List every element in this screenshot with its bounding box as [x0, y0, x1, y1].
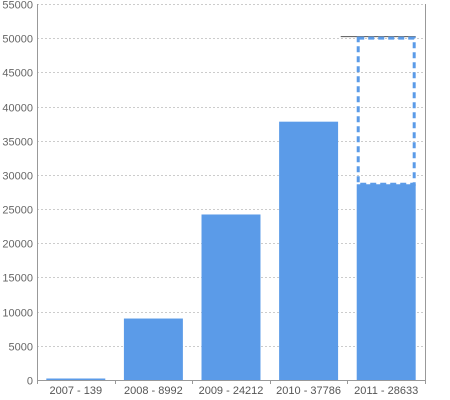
projection-overlay	[340, 36, 416, 186]
x-tick-label: 2008 - 8992	[124, 385, 183, 397]
axes	[37, 4, 426, 384]
bars	[46, 121, 416, 381]
y-tick-label: 20000	[2, 239, 33, 251]
y-tick-label: 15000	[2, 273, 33, 285]
bar-4[interactable]	[279, 121, 339, 381]
y-tick-label: 40000	[2, 103, 33, 115]
y-tick-label: 45000	[2, 68, 33, 80]
y-tick-label: 25000	[2, 205, 33, 217]
bar-1[interactable]	[46, 378, 106, 381]
y-tick-label: 30000	[2, 171, 33, 183]
y-tick-labels: 0 5000 10000 15000 20000 25000 30000 35000 40000…	[2, 0, 33, 388]
gridlines	[37, 4, 425, 347]
y-tick-label: 35000	[2, 137, 33, 149]
y-tick-label: 0	[27, 376, 33, 388]
bar-2[interactable]	[123, 318, 183, 380]
x-tick-label: 2009 - 24212	[199, 385, 264, 397]
x-tick-labels: 2007 - 139 2008 - 8992 2009 - 24212 2010 - …	[49, 385, 418, 397]
y-tick-label: 10000	[2, 308, 33, 320]
y-tick-label: 5000	[9, 342, 33, 354]
y-tick-label: 55000	[2, 0, 33, 12]
bar-3[interactable]	[201, 214, 261, 380]
x-tick-label: 2007 - 139	[49, 385, 102, 397]
projection-outline-1	[356, 36, 416, 186]
x-tick-label: 2011 - 28633	[354, 385, 418, 397]
y-tick-label: 50000	[2, 34, 33, 46]
bar-5[interactable]	[356, 184, 416, 380]
x-tick-label: 2010 - 37786	[276, 385, 341, 397]
